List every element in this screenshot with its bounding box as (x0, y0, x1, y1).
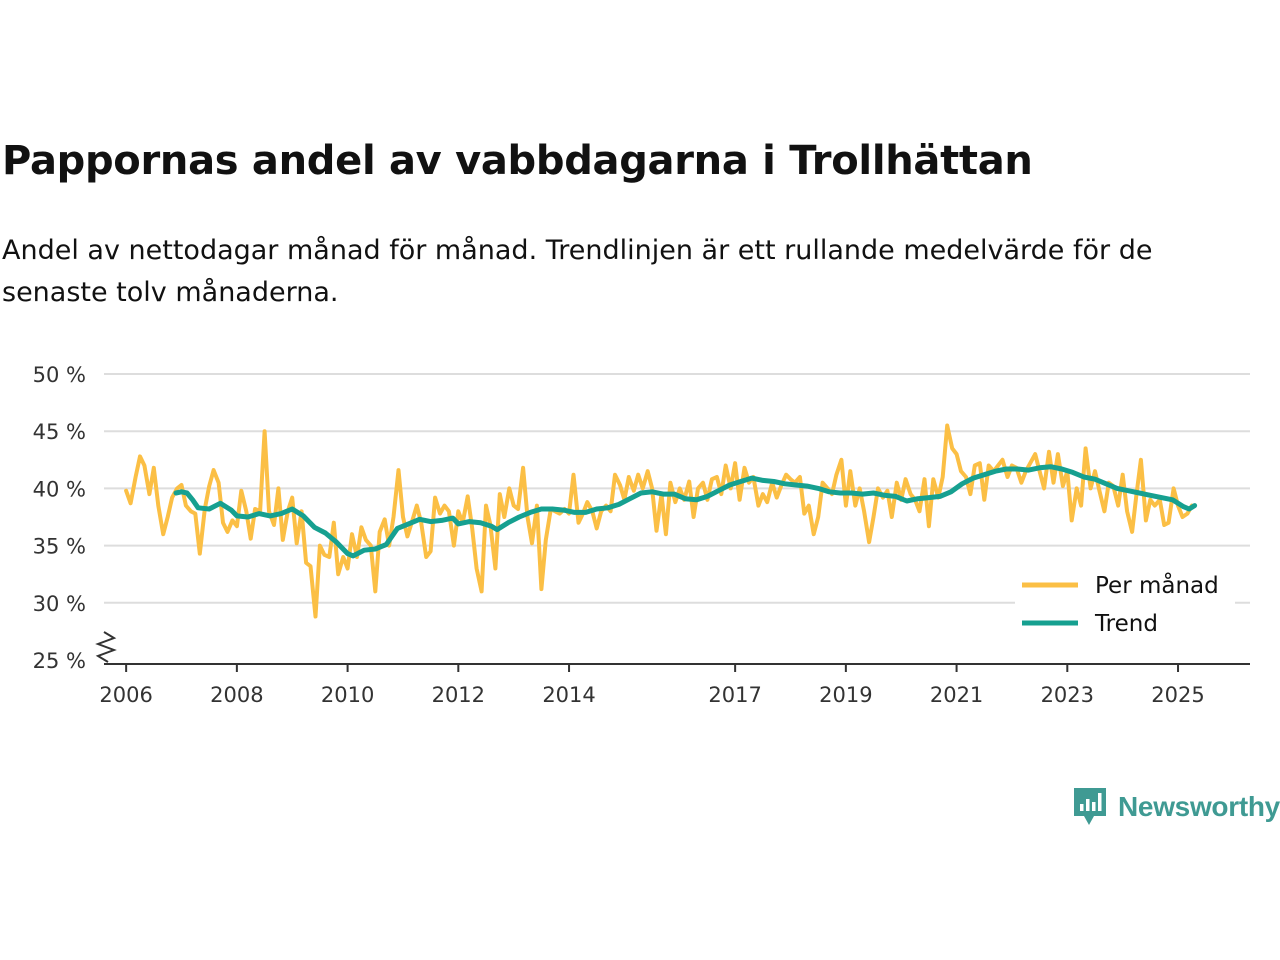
axis-break-icon (95, 631, 117, 663)
chart-subtitle: Andel av nettodagar månad för månad. Tre… (2, 235, 1153, 308)
legend-label-trend: Trend (1094, 611, 1158, 637)
legend: Per månad Trend (1015, 568, 1235, 650)
x-tick-label: 2012 (432, 683, 485, 707)
brand-logo: Newsworthy (1072, 786, 1280, 828)
x-tick-label: 2017 (708, 683, 761, 707)
line-chart: 25 % 30 % 35 % 40 % 45 % 50 % 2006 2008 2010 201… (33, 363, 1250, 707)
newsworthy-logo-icon (1074, 788, 1106, 825)
y-axis-ticks: 25 % 30 % 35 % 40 % 45 % 50 % (33, 363, 86, 673)
x-tick-label: 2014 (542, 683, 595, 707)
axis-break-zigzag (95, 631, 117, 663)
chart-title: Pappornas andel av vabbdagarna i Trollhä… (2, 138, 1033, 184)
x-tick-label: 2008 (210, 683, 263, 707)
x-tick-label: 2010 (321, 683, 374, 707)
x-tick-label: 2023 (1041, 683, 1094, 707)
series-lines (124, 423, 1198, 619)
legend-label-monthly: Per månad (1095, 571, 1219, 599)
y-tick-label: 35 % (33, 535, 86, 559)
x-axis: 2006 2008 2010 2012 2014 2017 2019 2021 2023 2025 (99, 663, 1250, 707)
x-tick-label: 2019 (819, 683, 872, 707)
y-tick-label: 45 % (33, 420, 86, 444)
x-tick-label: 2021 (930, 683, 983, 707)
brand-name: Newsworthy (1118, 791, 1280, 822)
series-line-trend (173, 464, 1198, 559)
x-tick-label: 2006 (99, 683, 152, 707)
y-tick-label: 50 % (33, 363, 86, 387)
y-tick-label: 25 % (33, 649, 86, 673)
x-tick-label: 2025 (1151, 683, 1204, 707)
y-tick-label: 30 % (33, 592, 86, 616)
legend-background (1015, 568, 1235, 650)
y-tick-label: 40 % (33, 477, 86, 501)
